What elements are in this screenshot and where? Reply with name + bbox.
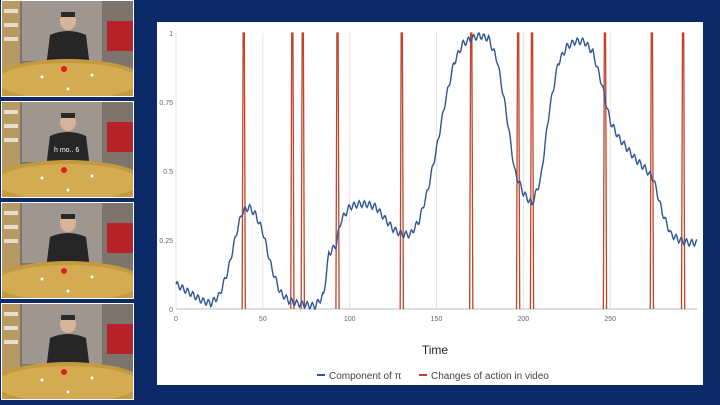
x-tick-2: 100: [344, 316, 356, 323]
person-at-table-photo-icon: h mo.. 6: [2, 102, 133, 197]
x-tick-4: 200: [517, 316, 529, 323]
spike-2: [300, 32, 306, 310]
legend-label-changes: Changes of action in video: [431, 371, 549, 382]
y-tick-0: 0: [169, 307, 173, 314]
x-tick-labels: 0 50 100 150 200 250: [174, 316, 616, 323]
x-tick-0: 0: [174, 316, 178, 323]
video-frame-4: [1, 303, 134, 400]
video-frame-2: h mo.. 6: [1, 101, 134, 198]
spike-4: [399, 32, 405, 310]
video-frames-strip: h mo.. 6: [0, 0, 136, 405]
legend: Component of π Changes of action in vide…: [317, 371, 549, 382]
video-frame-3: [1, 202, 134, 299]
y-tick-3: 0.75: [159, 100, 173, 107]
spike-10: [680, 32, 686, 310]
spike-6: [515, 32, 521, 310]
spike-1: [290, 32, 295, 310]
y-tick-1: 0.25: [159, 238, 173, 245]
x-tick-3: 150: [431, 316, 443, 323]
spike-5: [468, 32, 474, 310]
spike-0: [241, 32, 246, 310]
frame-overlay-text: h mo.. 6: [54, 147, 79, 154]
grid-lines: [175, 33, 697, 310]
legend-label-component: Component of π: [329, 371, 402, 382]
spike-7: [529, 32, 535, 310]
line-chart: 0 0.25 0.5 0.75 1 0 50 100 150 200 250 Time Compo…: [159, 31, 698, 382]
x-tick-5: 250: [604, 316, 616, 323]
series-line-component: [175, 32, 698, 311]
person-at-table-photo-icon: [2, 203, 133, 298]
series-component-of-pi: [175, 32, 698, 311]
series-changes-of-action: [241, 32, 686, 310]
x-tick-1: 50: [259, 316, 267, 323]
x-axis-label: Time: [422, 343, 449, 357]
person-at-table-photo-icon: [2, 1, 133, 96]
y-tick-labels: 0 0.25 0.5 0.75 1: [159, 31, 173, 314]
person-at-table-photo-icon: [2, 304, 133, 399]
chart-panel: 0 0.25 0.5 0.75 1 0 50 100 150 200 250 Time Compo…: [157, 22, 703, 385]
y-tick-2: 0.5: [163, 169, 173, 176]
spike-8: [602, 32, 608, 310]
spike-9: [649, 32, 655, 310]
y-tick-4: 1: [169, 31, 173, 38]
video-frame-1: [1, 0, 134, 97]
spike-3: [335, 32, 340, 310]
